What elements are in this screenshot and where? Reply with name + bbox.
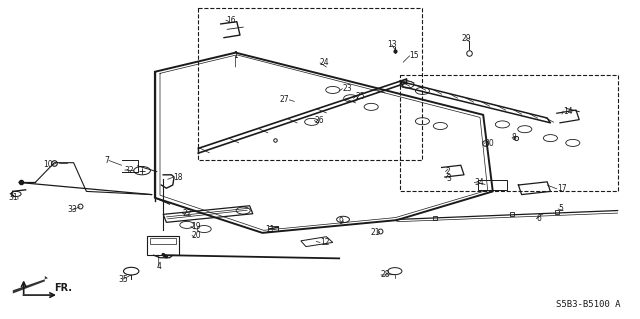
Bar	[198, 8, 422, 160]
Text: 21: 21	[370, 228, 380, 237]
Text: 16: 16	[226, 16, 236, 25]
Text: 14: 14	[563, 107, 573, 115]
Text: 13: 13	[387, 40, 397, 49]
Text: 33: 33	[67, 205, 77, 214]
Text: 31: 31	[8, 193, 18, 202]
Bar	[147, 236, 179, 255]
Text: 9: 9	[338, 217, 343, 226]
Text: 11: 11	[266, 225, 275, 234]
Bar	[478, 180, 507, 190]
Text: 2: 2	[445, 167, 450, 176]
Text: FR.: FR.	[54, 283, 72, 293]
Text: 35: 35	[118, 275, 128, 284]
Text: 12: 12	[320, 238, 330, 247]
Text: 19: 19	[191, 222, 200, 231]
Bar	[150, 238, 176, 244]
Text: 10: 10	[44, 160, 53, 169]
Text: 15: 15	[410, 51, 419, 60]
Text: 8: 8	[512, 133, 516, 142]
Text: 24: 24	[320, 58, 330, 67]
Text: 25: 25	[356, 92, 365, 101]
Text: 7: 7	[104, 156, 109, 165]
Text: 17: 17	[557, 184, 566, 193]
Text: 4: 4	[156, 262, 161, 271]
Text: 20: 20	[192, 231, 202, 240]
Bar	[400, 75, 618, 191]
Text: 30: 30	[484, 139, 494, 148]
Text: 32: 32	[125, 166, 134, 174]
Text: 18: 18	[173, 173, 182, 182]
Text: 3: 3	[446, 174, 451, 182]
Text: 6: 6	[536, 214, 541, 223]
Text: 1: 1	[233, 51, 238, 60]
Polygon shape	[13, 276, 48, 293]
Text: 22: 22	[182, 209, 192, 218]
Text: 5: 5	[558, 204, 563, 213]
Text: S5B3-B5100 A: S5B3-B5100 A	[556, 300, 621, 309]
Text: 26: 26	[314, 116, 324, 125]
Text: 28: 28	[381, 271, 390, 279]
Text: 34: 34	[474, 178, 484, 187]
Text: 27: 27	[280, 95, 289, 104]
Text: 29: 29	[461, 34, 471, 43]
Text: 23: 23	[342, 84, 352, 93]
